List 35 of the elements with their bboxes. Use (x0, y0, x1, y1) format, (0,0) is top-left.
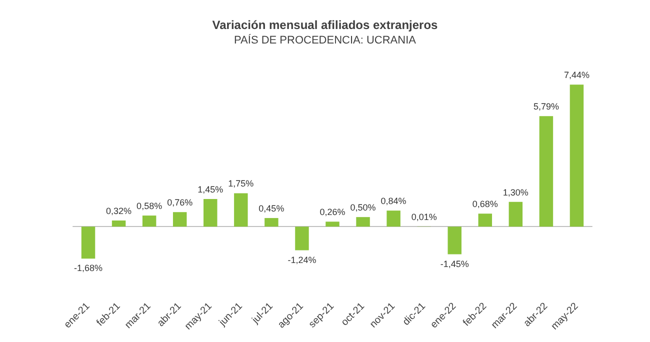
data-label: 1,45% (198, 184, 224, 194)
bar (356, 217, 370, 227)
data-label: 0,76% (167, 198, 193, 208)
data-label: 1,75% (228, 178, 254, 189)
data-label: 0,50% (350, 202, 376, 213)
data-label: -1,45% (440, 258, 469, 269)
data-label: 0,84% (380, 196, 406, 206)
bar (234, 193, 248, 227)
chart-subtitle: PAÍS DE PROCEDENCIA: UCRANIA (234, 34, 417, 46)
bar (539, 116, 554, 227)
bar (112, 220, 126, 227)
bar (204, 198, 218, 227)
data-label: -1,68% (74, 263, 103, 274)
data-label: -1,24% (288, 254, 316, 265)
bar (570, 84, 584, 227)
bar (448, 226, 462, 254)
bar (81, 226, 96, 259)
bar (264, 218, 278, 227)
data-label: 0,68% (472, 199, 498, 210)
chart-title: Variación mensual afiliados extranjeros (212, 18, 438, 32)
bar (508, 202, 523, 227)
data-label: 0,58% (136, 201, 162, 212)
bar (295, 226, 309, 250)
bar (478, 214, 492, 227)
bar (386, 210, 400, 227)
data-label: 0,01% (411, 212, 437, 222)
data-label: 5,79% (533, 102, 559, 112)
data-label: 7,44% (564, 70, 590, 80)
bar (142, 216, 156, 227)
data-label: 1,30% (502, 187, 528, 198)
data-label: 0,45% (258, 204, 284, 214)
data-label: 0,26% (320, 207, 346, 218)
data-label: 0,32% (106, 206, 132, 216)
bar (172, 212, 187, 227)
bar (326, 222, 340, 227)
